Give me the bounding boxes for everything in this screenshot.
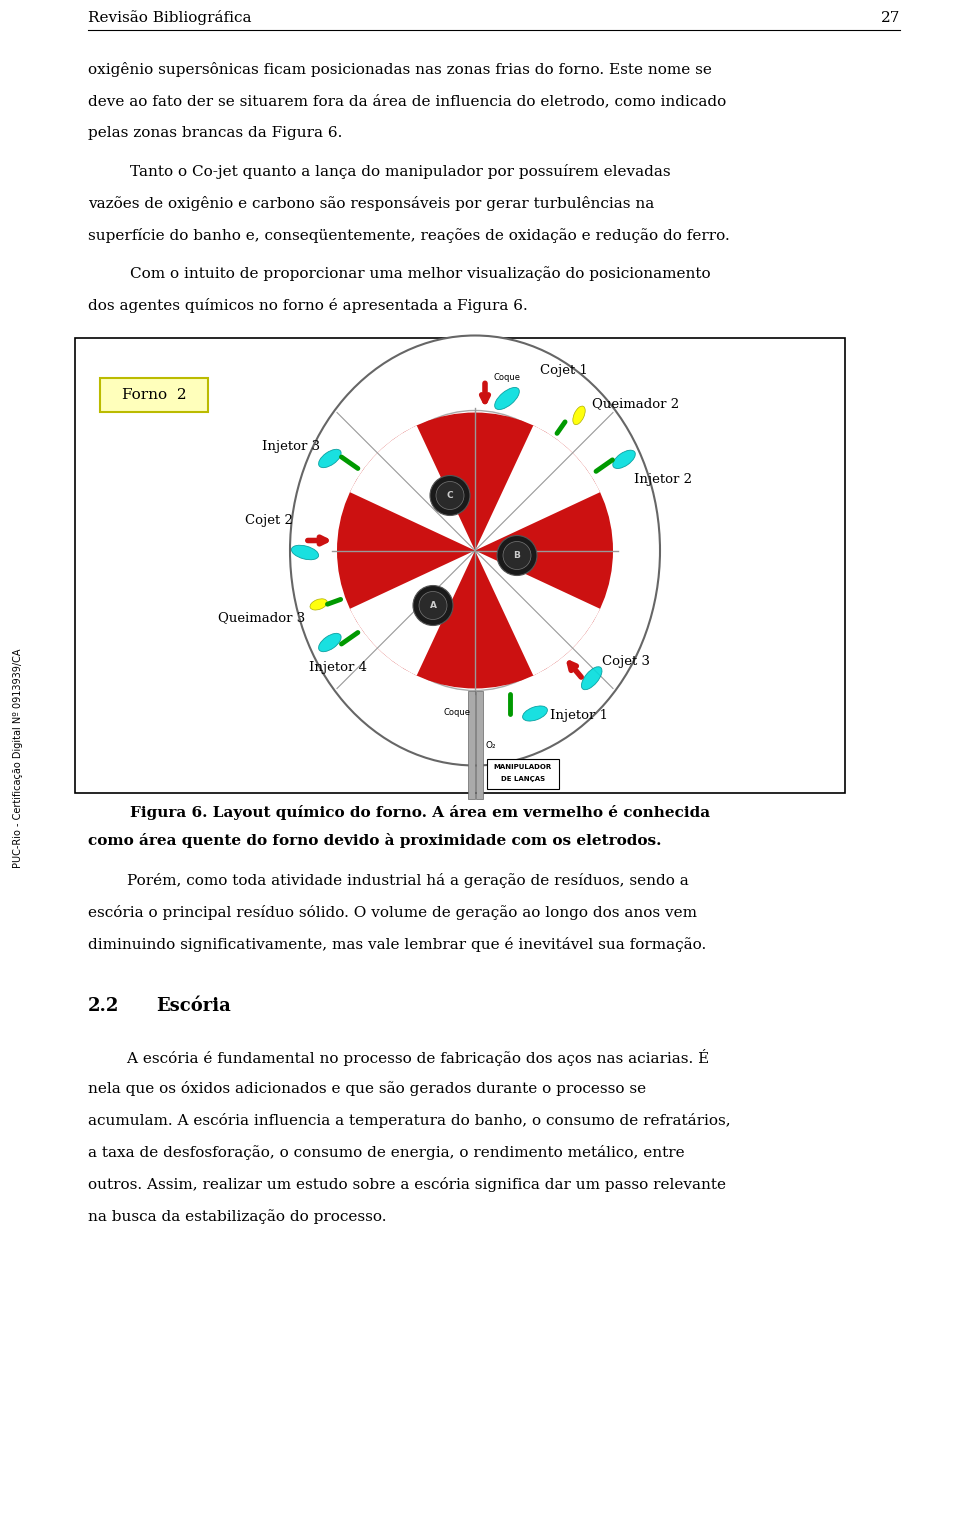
Text: a taxa de desfosforação, o consumo de energia, o rendimento metálico, entre: a taxa de desfosforação, o consumo de en…: [88, 1145, 684, 1161]
Circle shape: [337, 413, 613, 689]
Text: A: A: [429, 601, 437, 610]
Text: Com o intuito de proporcionar uma melhor visualização do posicionamento: Com o intuito de proporcionar uma melhor…: [130, 265, 710, 281]
Circle shape: [436, 481, 464, 510]
Wedge shape: [475, 425, 600, 551]
Text: Coque: Coque: [443, 708, 470, 718]
Text: B: B: [514, 551, 520, 560]
Ellipse shape: [573, 407, 586, 425]
Bar: [468, 690, 475, 798]
Ellipse shape: [582, 666, 602, 690]
Text: deve ao fato der se situarem fora da área de influencia do eletrodo, como indica: deve ao fato der se situarem fora da áre…: [88, 94, 727, 108]
Ellipse shape: [319, 449, 341, 467]
Bar: [75, 338, 845, 793]
Text: Cojet 3: Cojet 3: [602, 655, 650, 667]
Text: PUC-Rio - Certificação Digital Nº 0913939/CA: PUC-Rio - Certificação Digital Nº 091393…: [13, 648, 23, 868]
Bar: [476, 690, 483, 798]
Text: Queimador 3: Queimador 3: [218, 611, 305, 623]
Text: Coque: Coque: [493, 373, 520, 381]
Circle shape: [430, 475, 470, 516]
Text: 27: 27: [880, 11, 900, 24]
Text: na busca da estabilização do processo.: na busca da estabilização do processo.: [88, 1209, 387, 1224]
Ellipse shape: [290, 335, 660, 766]
Text: como área quente do forno devido à proximidade com os eletrodos.: como área quente do forno devido à proxi…: [88, 833, 661, 848]
Wedge shape: [350, 551, 475, 675]
Text: Escória: Escória: [156, 997, 230, 1015]
Text: Porém, como toda atividade industrial há a geração de resíduos, sendo a: Porém, como toda atividade industrial há…: [88, 872, 688, 887]
Text: oxigênio supersônicas ficam posicionadas nas zonas frias do forno. Este nome se: oxigênio supersônicas ficam posicionadas…: [88, 62, 712, 77]
Text: Injetor 3: Injetor 3: [262, 440, 320, 454]
Ellipse shape: [494, 387, 519, 410]
Text: O₂: O₂: [485, 740, 495, 749]
Text: C: C: [446, 492, 453, 501]
Text: MANIPULADOR: MANIPULADOR: [493, 763, 552, 769]
Text: outros. Assim, realizar um estudo sobre a escória significa dar um passo relevan: outros. Assim, realizar um estudo sobre …: [88, 1177, 726, 1192]
Text: diminuindo significativamente, mas vale lembrar que é inevitável sua formação.: diminuindo significativamente, mas vale …: [88, 938, 707, 953]
Wedge shape: [475, 551, 600, 675]
Ellipse shape: [522, 705, 547, 721]
Text: Revisão Bibliográfica: Revisão Bibliográfica: [88, 11, 252, 24]
Ellipse shape: [612, 451, 636, 469]
Ellipse shape: [310, 599, 327, 610]
Bar: [487, 758, 559, 789]
Text: A escória é fundamental no processo de fabricação dos aços nas aciarias. É: A escória é fundamental no processo de f…: [88, 1048, 709, 1066]
Text: DE LANÇAS: DE LANÇAS: [501, 775, 545, 781]
Text: Cojet 1: Cojet 1: [540, 364, 588, 378]
Text: Cojet 2: Cojet 2: [245, 514, 293, 526]
Text: Forno  2: Forno 2: [122, 388, 186, 402]
Circle shape: [503, 542, 531, 569]
Text: pelas zonas brancas da Figura 6.: pelas zonas brancas da Figura 6.: [88, 126, 343, 140]
Text: vazões de oxigênio e carbono são responsáveis por gerar turbulências na: vazões de oxigênio e carbono são respons…: [88, 196, 655, 211]
Text: Figura 6. Layout químico do forno. A área em vermelho é conhecida: Figura 6. Layout químico do forno. A áre…: [88, 806, 710, 821]
Ellipse shape: [355, 411, 595, 690]
Circle shape: [419, 592, 447, 619]
Text: Queimador 2: Queimador 2: [592, 397, 679, 410]
Wedge shape: [350, 425, 475, 551]
Text: superfície do banho e, conseqüentemente, reações de oxidação e redução do ferro.: superfície do banho e, conseqüentemente,…: [88, 228, 730, 243]
Text: acumulam. A escória influencia a temperatura do banho, o consumo de refratários,: acumulam. A escória influencia a tempera…: [88, 1113, 731, 1129]
Text: Injetor 2: Injetor 2: [634, 473, 692, 485]
Text: dos agentes químicos no forno é apresentada a Figura 6.: dos agentes químicos no forno é apresent…: [88, 297, 528, 313]
Ellipse shape: [319, 634, 341, 652]
Text: Injetor 4: Injetor 4: [309, 660, 367, 674]
Circle shape: [497, 536, 537, 575]
Text: nela que os óxidos adicionados e que são gerados durante o processo se: nela que os óxidos adicionados e que são…: [88, 1082, 646, 1095]
Ellipse shape: [292, 545, 319, 560]
Text: 2.2: 2.2: [88, 997, 119, 1015]
Bar: [100, 378, 208, 413]
Text: Tanto o Co-jet quanto a lança do manipulador por possuírem elevadas: Tanto o Co-jet quanto a lança do manipul…: [130, 164, 671, 179]
Circle shape: [413, 586, 453, 625]
Text: Injetor 1: Injetor 1: [550, 708, 608, 722]
Text: escória o principal resíduo sólido. O volume de geração ao longo dos anos vem: escória o principal resíduo sólido. O vo…: [88, 906, 697, 919]
